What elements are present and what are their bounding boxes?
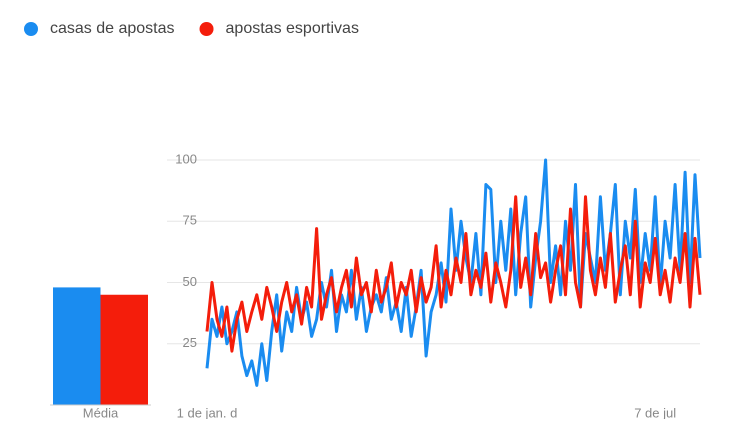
y-tick-label: 25 — [183, 335, 197, 350]
average-bar — [100, 294, 148, 405]
x-tick-label: 7 de jul — [634, 405, 676, 419]
x-tick-label: Média — [83, 405, 119, 419]
x-tick-label: 1 de jan. d — [177, 405, 238, 419]
series-line — [205, 195, 702, 353]
legend-marker — [199, 22, 214, 36]
series-line — [205, 158, 702, 387]
legend-marker — [24, 22, 38, 36]
average-bar — [53, 287, 101, 405]
legend-label: apostas esportivas — [226, 20, 359, 37]
y-tick-label: 100 — [175, 151, 197, 166]
y-tick-label: 75 — [183, 213, 197, 228]
y-tick-label: 50 — [183, 274, 197, 289]
legend-label: casas de apostas — [50, 20, 175, 37]
